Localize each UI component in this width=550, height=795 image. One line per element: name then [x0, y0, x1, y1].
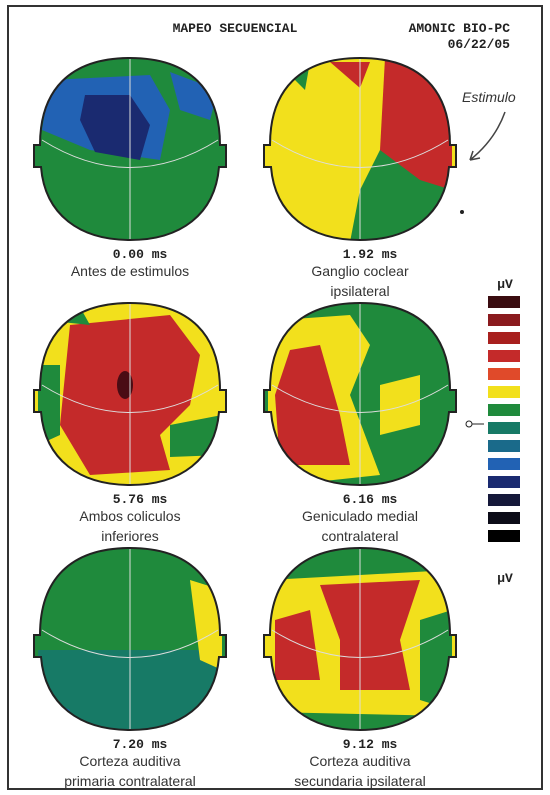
color-swatch: [488, 314, 520, 326]
caption: Corteza auditiva: [79, 753, 180, 769]
time-label: 7.20 ms: [113, 737, 168, 752]
caption: secundaria ipsilateral: [294, 773, 426, 789]
color-swatch: [488, 458, 520, 470]
annotation: Estimulo: [462, 89, 516, 105]
caption: Corteza auditiva: [309, 753, 410, 769]
color-swatch: [488, 386, 520, 398]
color-swatch: [488, 530, 520, 542]
header-date: 06/22/05: [448, 37, 511, 52]
header-system: AMONIC BIO-PC: [409, 21, 511, 36]
caption: Ambos coliculos: [79, 508, 180, 524]
caption: primaria contralateral: [64, 773, 196, 789]
color-swatch: [488, 440, 520, 452]
time-label: 9.12 ms: [343, 737, 398, 752]
color-swatch: [488, 296, 520, 308]
header-title: MAPEO SECUENCIAL: [173, 21, 298, 36]
time-label: 6.16 ms: [343, 492, 398, 507]
color-swatch: [488, 512, 520, 524]
caption: Ganglio coclear: [311, 263, 409, 279]
time-label: 0.00 ms: [113, 247, 168, 262]
color-swatch: [488, 350, 520, 362]
time-label: 1.92 ms: [343, 247, 398, 262]
caption: Antes de estimulos: [71, 263, 189, 279]
caption: ipsilateral: [330, 283, 389, 299]
color-swatch: [488, 368, 520, 380]
legend-unit-top: µV: [497, 277, 513, 292]
color-swatch: [488, 332, 520, 344]
map-region: [380, 375, 420, 435]
legend-unit-bottom: µV: [497, 571, 513, 586]
time-label: 5.76 ms: [113, 492, 168, 507]
dot: [460, 210, 464, 214]
caption: Geniculado medial: [302, 508, 418, 524]
figure: MAPEO SECUENCIAL AMONIC BIO-PC 06/22/05 …: [0, 0, 550, 795]
map-region: [117, 371, 133, 399]
color-swatch: [488, 404, 520, 416]
color-swatch: [488, 476, 520, 488]
caption: contralateral: [321, 528, 398, 544]
caption: inferiores: [101, 528, 159, 544]
color-swatch: [488, 494, 520, 506]
color-swatch: [488, 422, 520, 434]
